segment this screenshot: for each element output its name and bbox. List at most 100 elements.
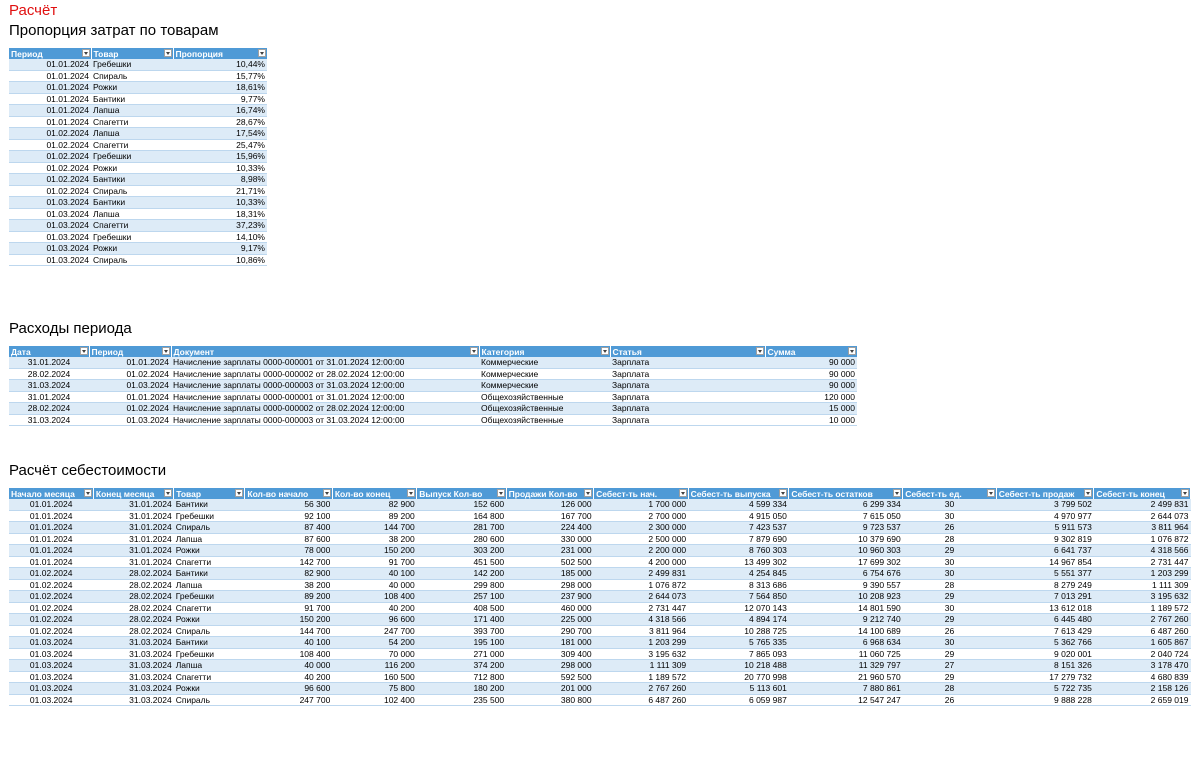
table-cell[interactable]: 142 700: [244, 556, 333, 568]
table-cell[interactable]: 40 000: [244, 659, 333, 672]
table-cell[interactable]: Лапша: [91, 127, 173, 140]
table-cell[interactable]: 2 158 126: [1093, 682, 1191, 695]
table-cell[interactable]: 31.03.2024: [9, 379, 89, 392]
table-cell[interactable]: 2 767 260: [593, 682, 689, 695]
table-cell[interactable]: 592 500: [506, 671, 594, 683]
column-header[interactable]: Выпуск Кол-во: [416, 488, 507, 499]
table-cell[interactable]: 164 800: [416, 510, 507, 522]
table-cell[interactable]: 14 801 590: [788, 602, 903, 614]
table-cell[interactable]: Спагетти: [173, 556, 245, 568]
table-cell[interactable]: 10 379 690: [788, 533, 903, 545]
table-cell[interactable]: 7 865 093: [688, 648, 789, 660]
table-cell[interactable]: 3 178 470: [1093, 659, 1191, 672]
table-cell[interactable]: 01.02.2024: [9, 127, 91, 140]
table-cell[interactable]: 10 960 303: [788, 544, 903, 557]
table-cell[interactable]: 01.01.2024: [9, 544, 94, 557]
table-cell[interactable]: Бантики: [91, 93, 173, 105]
table-cell[interactable]: 26: [902, 694, 997, 706]
table-cell[interactable]: 29: [902, 544, 997, 557]
table-cell[interactable]: 01.01.2024: [9, 59, 91, 71]
table-cell[interactable]: Спираль: [173, 625, 245, 637]
table-cell[interactable]: 38 200: [244, 579, 333, 591]
table-cell[interactable]: 1 203 299: [1093, 567, 1191, 580]
table-cell[interactable]: 01.03.2024: [89, 414, 171, 426]
table-cell[interactable]: 144 700: [332, 521, 417, 534]
table-cell[interactable]: 96 600: [244, 682, 333, 695]
column-header[interactable]: Товар: [173, 488, 246, 499]
table-cell[interactable]: Гребешки: [173, 590, 245, 603]
table-cell[interactable]: 298 000: [506, 659, 594, 672]
filter-dropdown-icon[interactable]: [779, 489, 788, 497]
table-cell[interactable]: 2 767 260: [1093, 613, 1191, 626]
table-cell[interactable]: 01.03.2024: [9, 231, 91, 243]
table-cell[interactable]: 30: [902, 602, 997, 614]
column-header[interactable]: Кол-во начало: [244, 488, 333, 499]
table-cell[interactable]: 01.02.2024: [9, 625, 94, 637]
table-cell[interactable]: 29: [902, 613, 997, 626]
table-cell[interactable]: 26: [902, 625, 997, 637]
column-header[interactable]: Себест-ть ед.: [902, 488, 997, 499]
table-cell[interactable]: 31.01.2024: [93, 499, 174, 511]
table-cell[interactable]: 290 700: [506, 625, 594, 637]
table-cell[interactable]: Общехозяйственные: [479, 391, 610, 403]
table-cell[interactable]: 01.02.2024: [9, 613, 94, 626]
table-cell[interactable]: 26: [902, 521, 997, 534]
table-cell[interactable]: 3 195 632: [593, 648, 689, 660]
table-cell[interactable]: Зарплата: [610, 357, 765, 369]
table-cell[interactable]: 90 000: [765, 379, 857, 392]
table-cell[interactable]: 299 800: [416, 579, 507, 591]
table-cell[interactable]: 2 731 447: [593, 602, 689, 614]
filter-dropdown-icon[interactable]: [986, 489, 995, 497]
table-cell[interactable]: Гребешки: [173, 510, 245, 522]
table-cell[interactable]: 18,31%: [173, 208, 267, 220]
table-cell[interactable]: Спираль: [91, 185, 173, 197]
table-cell[interactable]: 40 100: [244, 636, 333, 649]
column-header[interactable]: Период: [9, 48, 92, 59]
table-cell[interactable]: 225 000: [506, 613, 594, 626]
table-cell[interactable]: Общехозяйственные: [479, 414, 610, 426]
filter-dropdown-icon[interactable]: [257, 49, 266, 57]
column-header[interactable]: Себест-ть выпуска: [688, 488, 790, 499]
table-cell[interactable]: Коммерческие: [479, 357, 610, 369]
table-cell[interactable]: 247 700: [332, 625, 417, 637]
table-cell[interactable]: 181 000: [506, 636, 594, 649]
table-cell[interactable]: 235 500: [416, 694, 507, 706]
table-cell[interactable]: 4 915 050: [688, 510, 789, 522]
table-cell[interactable]: 2 499 831: [1093, 499, 1191, 511]
table-cell[interactable]: 7 880 861: [788, 682, 903, 695]
table-cell[interactable]: 01.03.2024: [9, 242, 91, 255]
filter-dropdown-icon[interactable]: [600, 347, 609, 355]
table-cell[interactable]: 116 200: [332, 659, 417, 672]
filter-dropdown-icon[interactable]: [235, 489, 244, 497]
table-cell[interactable]: 01.01.2024: [9, 104, 91, 117]
table-cell[interactable]: Зарплата: [610, 368, 765, 380]
table-cell[interactable]: Гребешки: [91, 150, 173, 163]
table-cell[interactable]: 6 754 676: [788, 567, 903, 580]
table-cell[interactable]: 4 254 845: [688, 567, 789, 580]
filter-dropdown-icon[interactable]: [496, 489, 505, 497]
table-cell[interactable]: 303 200: [416, 544, 507, 557]
table-cell[interactable]: 108 400: [332, 590, 417, 603]
table-cell[interactable]: 31.03.2024: [93, 671, 174, 683]
table-cell[interactable]: Рожки: [173, 544, 245, 557]
table-cell[interactable]: 108 400: [244, 648, 333, 660]
table-cell[interactable]: 6 299 334: [788, 499, 903, 511]
table-cell[interactable]: 01.02.2024: [89, 368, 171, 380]
table-cell[interactable]: 28.02.2024: [93, 579, 174, 591]
table-cell[interactable]: 29: [902, 671, 997, 683]
table-cell[interactable]: 01.03.2024: [89, 379, 171, 392]
table-cell[interactable]: 5 113 601: [688, 682, 789, 695]
filter-dropdown-icon[interactable]: [1084, 489, 1093, 497]
table-cell[interactable]: 29: [902, 590, 997, 603]
table-cell[interactable]: 185 000: [506, 567, 594, 580]
table-cell[interactable]: 10,44%: [173, 59, 267, 71]
table-cell[interactable]: 150 200: [244, 613, 333, 626]
table-cell[interactable]: 144 700: [244, 625, 333, 637]
table-cell[interactable]: Коммерческие: [479, 368, 610, 380]
table-cell[interactable]: 20 770 998: [688, 671, 789, 683]
table-cell[interactable]: 01.02.2024: [9, 173, 91, 186]
filter-dropdown-icon[interactable]: [81, 49, 90, 57]
table-cell[interactable]: 01.03.2024: [9, 636, 94, 649]
table-cell[interactable]: 10,86%: [173, 254, 267, 266]
table-cell[interactable]: 150 200: [332, 544, 417, 557]
